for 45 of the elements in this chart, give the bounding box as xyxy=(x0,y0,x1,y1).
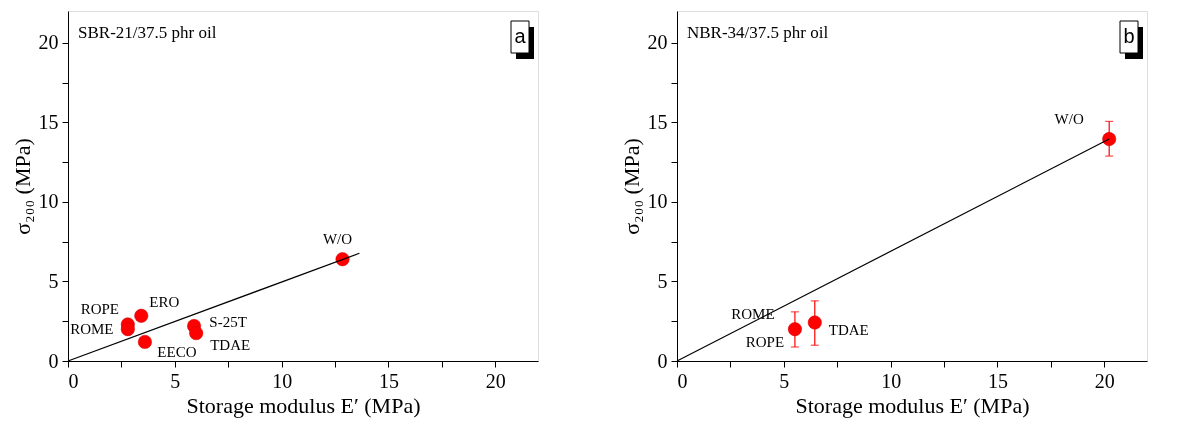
point xyxy=(787,322,802,337)
annotation: a xyxy=(514,25,527,47)
annotation: ROME xyxy=(70,321,114,338)
annotation: TDAE xyxy=(828,321,869,338)
x-tick-label: 0 xyxy=(677,369,688,392)
y-tick-label: 20 xyxy=(647,31,668,54)
x-tick-label: 10 xyxy=(272,369,293,392)
y-tick-label: 10 xyxy=(38,190,59,213)
x-axis-title: Storage modulus E′ (MPa) xyxy=(186,392,421,418)
point xyxy=(137,334,152,349)
annotation: S-25T xyxy=(209,314,247,330)
y-tick-label: 10 xyxy=(647,190,668,213)
point xyxy=(1102,132,1117,147)
y-tick-label: 15 xyxy=(647,110,668,133)
point xyxy=(134,308,149,323)
annotation: ERO xyxy=(149,293,180,310)
annotation: NBR-34/37.5 phr oil xyxy=(687,23,829,42)
x-tick-label: 20 xyxy=(1094,369,1115,392)
annotation: W/O xyxy=(1054,111,1084,128)
x-tick-label: 5 xyxy=(779,369,790,392)
x-tick-label: 0 xyxy=(68,369,79,392)
y-tick-label: 0 xyxy=(48,349,59,372)
y-tick-label: 20 xyxy=(38,31,59,54)
x-tick-label: 15 xyxy=(987,369,1008,392)
annotation: ROPE xyxy=(80,301,119,318)
y-tick-label: 5 xyxy=(48,269,59,292)
annotation: EECO xyxy=(157,343,197,360)
x-tick-label: 5 xyxy=(170,369,181,392)
point xyxy=(189,326,204,341)
annotation: SBR-21/37.5 phr oil xyxy=(78,23,217,42)
x-tick-label: 20 xyxy=(485,369,506,392)
annotation: W/O xyxy=(322,231,353,248)
point xyxy=(807,315,822,330)
y-axis-title: σ₂₀₀ (MPa) xyxy=(618,138,644,235)
x-axis-title: Storage modulus E′ (MPa) xyxy=(795,392,1030,418)
annotation: ROPE xyxy=(745,334,785,351)
y-tick-label: 5 xyxy=(657,269,668,292)
x-tick-label: 15 xyxy=(378,369,399,392)
y-tick-label: 15 xyxy=(38,110,59,133)
point xyxy=(120,322,135,337)
annotation: b xyxy=(1123,25,1135,47)
annotation: TDAE xyxy=(210,337,251,354)
y-axis-title: σ₂₀₀ (MPa) xyxy=(9,138,35,235)
y-tick-label: 0 xyxy=(657,349,668,372)
x-tick-label: 10 xyxy=(881,369,902,392)
